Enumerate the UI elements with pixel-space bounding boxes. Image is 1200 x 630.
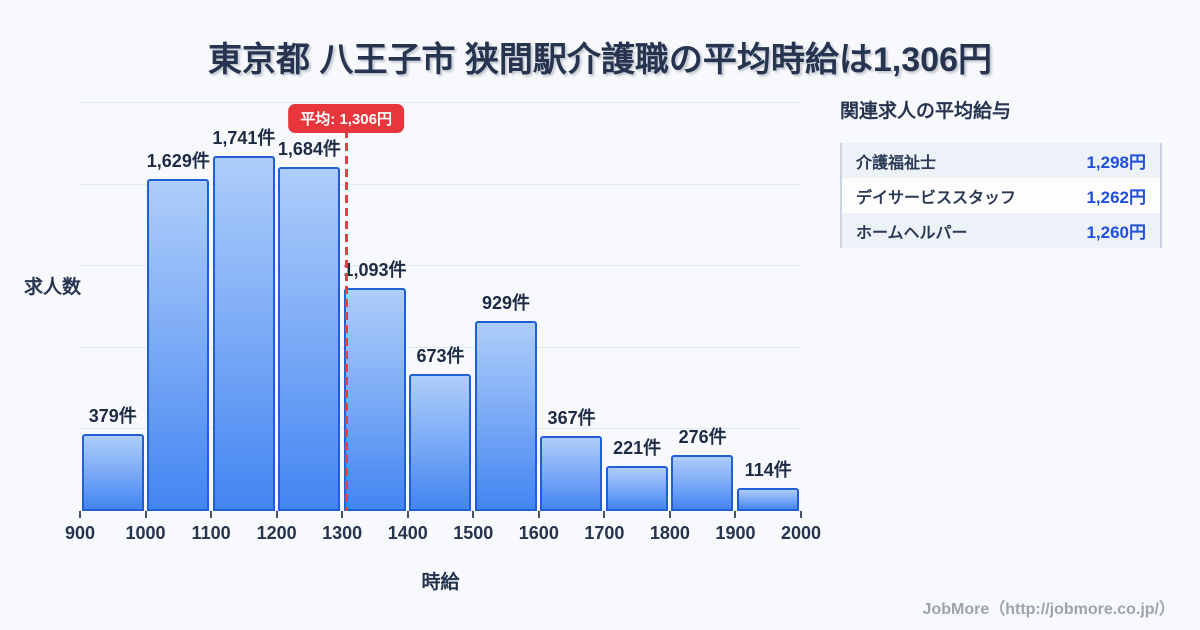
x-axis-tick <box>341 511 344 518</box>
x-axis-tick <box>472 511 475 518</box>
related-salary-row-value: 1,262円 <box>1086 188 1146 207</box>
histogram-bar <box>409 373 472 511</box>
histogram-bar <box>212 155 275 511</box>
bar-value-label: 1,093件 <box>343 260 407 281</box>
histogram-bar <box>736 487 799 511</box>
x-axis-tick <box>537 511 540 518</box>
x-axis-tick-label: 1400 <box>387 523 428 543</box>
bar-value-label: 929件 <box>482 293 531 314</box>
page-title: 東京都 八王子市 狭間駅介護職の平均時給は1,306円 <box>208 41 992 79</box>
related-salary-row-label: ホームヘルパー <box>856 224 968 242</box>
x-axis-tick-label: 1500 <box>453 523 494 543</box>
gridline <box>80 265 801 267</box>
related-salary-panel: 関連求人の平均給与 介護福祉士 1,298円 デイサービススタッフ 1,262円… <box>840 96 1162 248</box>
bar-value-label: 276件 <box>678 426 727 447</box>
bar-value-label: 114件 <box>744 459 792 480</box>
bar-value-label: 221件 <box>613 437 662 458</box>
y-axis-label: 求人数 <box>24 277 82 298</box>
related-salary-row-label: デイサービススタッフ <box>856 189 1017 207</box>
average-badge: 平均: 1,306円 <box>288 104 404 133</box>
related-salary-row: 介護福祉士 1,298円 <box>842 143 1160 178</box>
bar-chart-plot-area: 379件 1,629件 1,741件 1,684件 1,093件 673件 929件 367件… <box>65 102 821 543</box>
histogram-bar <box>605 465 668 511</box>
related-salary-row-label: 介護福祉士 <box>856 154 937 172</box>
x-axis-tick <box>210 511 213 518</box>
bar-value-label: 1,741件 <box>212 127 276 148</box>
bar-value-label: 1,629件 <box>146 150 210 171</box>
histogram-bar <box>278 167 341 511</box>
histogram-bar <box>474 321 537 511</box>
histogram-bar <box>81 433 144 511</box>
gridline <box>80 346 801 348</box>
x-axis-tick-label: 1000 <box>125 523 166 543</box>
x-axis-tick-label: 1100 <box>191 523 231 543</box>
average-line <box>344 130 348 511</box>
x-axis-tick <box>668 511 671 518</box>
x-axis-tick-label: 1900 <box>715 523 756 543</box>
x-axis-tick <box>275 511 278 518</box>
histogram-bar <box>343 288 406 511</box>
x-axis-tick-label: 1300 <box>322 523 363 543</box>
related-salary-row: ホームヘルパー 1,260円 <box>842 213 1160 248</box>
credit-text: JobMore（http://jobmore.co.jp/） <box>922 601 1175 618</box>
x-axis-tick <box>79 511 81 518</box>
bar-value-label: 379件 <box>88 405 137 426</box>
related-salary-panel-title: 関連求人の平均給与 <box>840 101 1012 122</box>
x-axis-tick-label: 2000 <box>780 523 822 543</box>
x-axis-tick <box>800 511 802 518</box>
related-salary-list: 介護福祉士 1,298円 デイサービススタッフ 1,262円 ホームヘルパー 1… <box>840 143 1162 248</box>
bar-value-label: 1,684件 <box>277 139 341 160</box>
x-axis-tick-label: 1700 <box>584 523 625 543</box>
x-axis-tick <box>734 511 737 518</box>
x-axis-tick <box>144 511 147 518</box>
gridline <box>80 183 801 185</box>
x-axis-tick-label: 1800 <box>649 523 690 543</box>
histogram-bar <box>540 436 603 511</box>
x-axis-tick-label: 1200 <box>256 523 297 543</box>
histogram-bar <box>671 454 734 511</box>
histogram-bar <box>147 178 210 511</box>
x-axis-tick-label: 1600 <box>518 523 559 543</box>
x-axis-label: 時給 <box>421 572 460 593</box>
related-salary-row: デイサービススタッフ 1,262円 <box>842 178 1160 213</box>
x-axis-tick <box>406 511 409 518</box>
bar-value-label: 673件 <box>416 345 465 366</box>
x-axis-tick <box>603 511 606 518</box>
bar-value-label: 367件 <box>547 408 596 429</box>
gridline <box>80 102 801 103</box>
x-axis-tick-label: 900 <box>64 523 96 543</box>
related-salary-row-value: 1,298円 <box>1086 153 1146 172</box>
related-salary-row-value: 1,260円 <box>1086 223 1146 242</box>
